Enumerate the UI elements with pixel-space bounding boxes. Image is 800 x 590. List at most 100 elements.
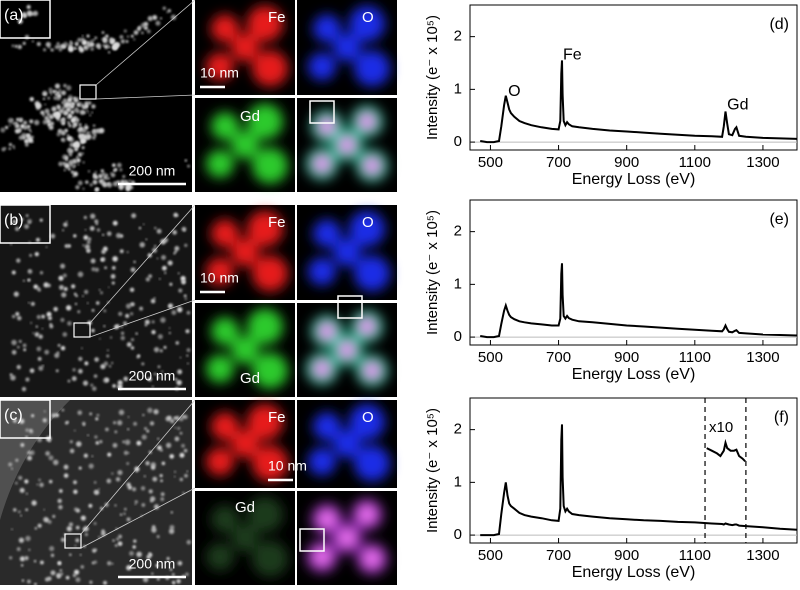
particle [81, 152, 85, 155]
particle [11, 118, 14, 121]
particle [29, 130, 32, 134]
blob [247, 103, 283, 140]
particle [81, 146, 85, 150]
image-row: (a) 200 nm Fe O Gd 10 nm [0, 0, 397, 192]
particle [47, 316, 53, 321]
particle [77, 37, 82, 42]
particle [72, 573, 77, 578]
particle [136, 26, 141, 32]
particle [146, 429, 150, 433]
particle [93, 560, 98, 564]
particle [77, 127, 83, 133]
particle [94, 187, 99, 192]
zoom-line [89, 299, 196, 338]
particle [67, 321, 72, 326]
particle [103, 580, 107, 585]
particle [113, 421, 117, 425]
particle [91, 267, 96, 272]
particle [65, 220, 68, 223]
particle [78, 356, 83, 362]
particle [124, 439, 131, 446]
particle [103, 44, 106, 47]
particle [131, 213, 137, 219]
particle [141, 503, 146, 507]
particle [100, 531, 106, 537]
particle [141, 362, 145, 366]
particle [173, 416, 177, 420]
particle [102, 246, 108, 252]
particle [109, 336, 113, 339]
particle [91, 455, 94, 458]
zoom-line [80, 399, 196, 535]
x-tick-label: 1300 [746, 349, 779, 366]
particle [174, 250, 178, 253]
particle [42, 364, 44, 367]
scale-label: 10 nm [268, 458, 307, 474]
particle [50, 48, 55, 52]
particle [77, 97, 80, 100]
particle [78, 133, 83, 138]
particle [153, 504, 160, 510]
particle [153, 409, 159, 415]
particle [85, 131, 90, 135]
particle [20, 564, 24, 567]
particle [55, 369, 59, 373]
particle [156, 228, 162, 234]
particle [82, 244, 85, 247]
particle [86, 302, 89, 304]
particle [171, 309, 177, 315]
blob [364, 550, 380, 567]
panel-label: (f) [774, 409, 789, 426]
particle [186, 470, 189, 473]
y-tick-label: 2 [454, 223, 462, 240]
map-blobs [206, 404, 288, 482]
particle [73, 292, 77, 296]
blob [359, 318, 375, 335]
particle [31, 40, 34, 43]
particle [23, 120, 28, 125]
panel-label: (d) [769, 16, 789, 33]
particle [58, 504, 63, 510]
inset-line [706, 438, 746, 463]
particle [80, 515, 86, 521]
particle [170, 14, 177, 21]
particle [147, 377, 152, 382]
particle [62, 332, 68, 337]
particle [63, 286, 68, 292]
panel-label: (c) [4, 407, 23, 424]
particle [150, 298, 156, 304]
x-tick-label: 500 [478, 154, 503, 171]
particle [95, 417, 99, 421]
particle [80, 138, 86, 143]
zoom-line [80, 487, 196, 549]
particle [39, 218, 43, 222]
particle [57, 498, 62, 504]
particle [24, 138, 29, 144]
particle [66, 149, 70, 152]
y-tick-label: 1 [454, 80, 462, 97]
particle [151, 385, 154, 388]
particle [100, 169, 104, 173]
particle [4, 147, 7, 150]
particle [186, 354, 189, 357]
particle [101, 38, 104, 41]
particle [67, 105, 72, 110]
particle [82, 161, 85, 164]
particle [90, 47, 94, 51]
image-row: (c) 200 nm Fe O Gd 10 nm [0, 399, 397, 586]
particle [13, 291, 19, 297]
particle [79, 109, 85, 115]
particle [151, 329, 156, 335]
particle [108, 38, 114, 44]
map-blobs [206, 308, 288, 389]
particle [174, 426, 177, 429]
particle [11, 270, 16, 275]
particle [14, 128, 20, 134]
particle [106, 231, 112, 237]
particle [64, 155, 69, 161]
particle [42, 90, 48, 96]
particle [73, 109, 77, 112]
blob [252, 540, 288, 577]
particle [126, 462, 130, 465]
